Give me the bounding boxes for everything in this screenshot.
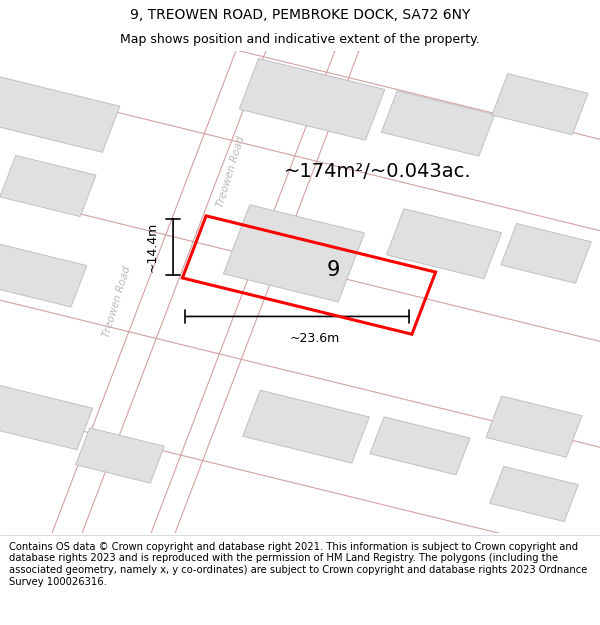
Text: Treowen Road: Treowen Road <box>101 264 133 338</box>
Text: ~23.6m: ~23.6m <box>290 332 340 344</box>
Polygon shape <box>501 224 591 283</box>
Polygon shape <box>490 466 578 521</box>
Polygon shape <box>370 417 470 475</box>
Polygon shape <box>0 156 96 216</box>
Polygon shape <box>243 390 369 463</box>
Polygon shape <box>486 396 582 457</box>
Polygon shape <box>239 59 385 140</box>
Polygon shape <box>0 384 92 449</box>
Polygon shape <box>223 205 365 302</box>
Polygon shape <box>386 209 502 279</box>
Text: ~14.4m: ~14.4m <box>146 222 158 272</box>
Text: Treowen Road: Treowen Road <box>215 135 247 208</box>
Polygon shape <box>0 76 120 152</box>
Text: Map shows position and indicative extent of the property.: Map shows position and indicative extent… <box>120 34 480 46</box>
Text: Contains OS data © Crown copyright and database right 2021. This information is : Contains OS data © Crown copyright and d… <box>9 542 587 586</box>
Text: 9: 9 <box>326 260 340 280</box>
Polygon shape <box>382 91 494 156</box>
Text: ~174m²/~0.043ac.: ~174m²/~0.043ac. <box>284 162 472 181</box>
Polygon shape <box>0 243 87 307</box>
Polygon shape <box>76 428 164 483</box>
Text: 9, TREOWEN ROAD, PEMBROKE DOCK, SA72 6NY: 9, TREOWEN ROAD, PEMBROKE DOCK, SA72 6NY <box>130 8 470 22</box>
Polygon shape <box>492 74 588 135</box>
